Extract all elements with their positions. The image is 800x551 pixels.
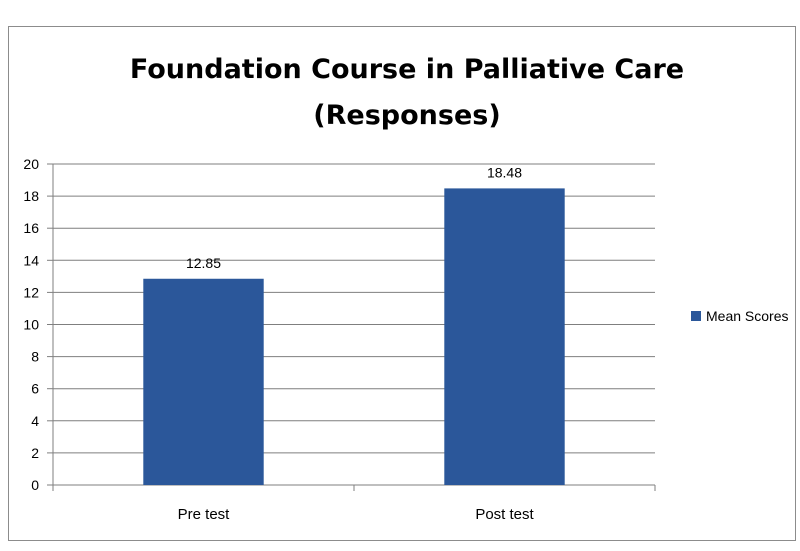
y-tick-label: 10	[23, 317, 39, 333]
y-tick-label: 20	[23, 156, 39, 172]
legend-swatch	[691, 311, 701, 321]
chart-title: Foundation Course in Palliative Care	[130, 54, 684, 85]
y-tick-labels: 0 2 4 6 8 10 12 14 16 18 20	[23, 156, 39, 493]
chart-frame	[8, 26, 796, 541]
data-label: 18.48	[487, 164, 522, 180]
x-tick-label: Post test	[475, 506, 534, 523]
bar-pre-test	[143, 278, 264, 485]
chart-subtitle: (Responses)	[313, 100, 500, 131]
y-tick-label: 14	[23, 252, 39, 268]
y-tick-label: 2	[31, 445, 39, 461]
legend-label: Mean Scores	[706, 308, 788, 324]
y-tick-label: 12	[23, 284, 39, 300]
y-tick-label: 16	[23, 220, 39, 236]
data-labels: 12.85 18.48	[186, 164, 522, 270]
y-tick-label: 6	[31, 381, 39, 397]
y-tick-label: 4	[31, 413, 39, 429]
x-tick-label: Pre test	[178, 506, 231, 523]
data-label: 12.85	[186, 255, 221, 271]
x-tick-labels: Pre test Post test	[178, 506, 535, 523]
legend: Mean Scores	[691, 308, 788, 324]
y-tick-label: 8	[31, 349, 39, 365]
bars	[143, 188, 565, 485]
chart-title-group: Foundation Course in Palliative Care (Re…	[130, 54, 684, 131]
bar-post-test	[444, 188, 565, 485]
y-tick-label: 0	[31, 477, 39, 493]
y-tick-label: 18	[23, 188, 39, 204]
